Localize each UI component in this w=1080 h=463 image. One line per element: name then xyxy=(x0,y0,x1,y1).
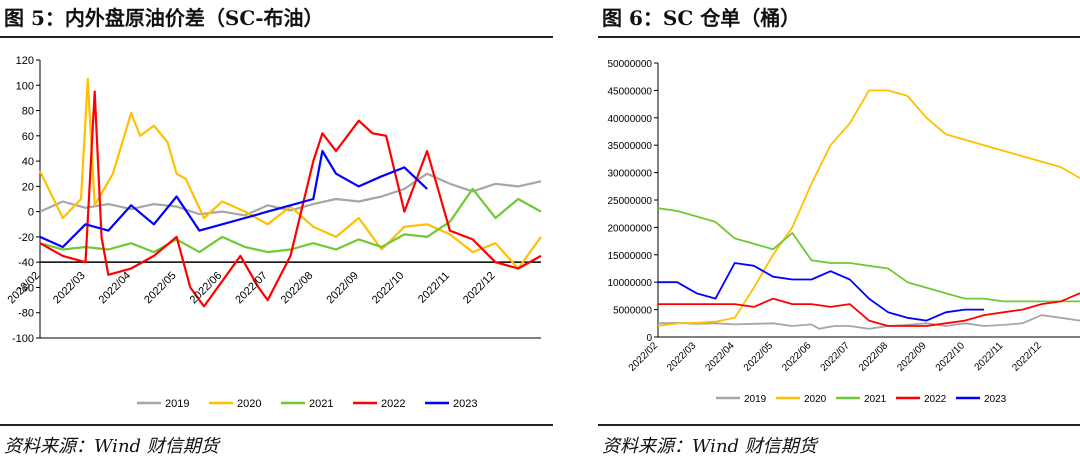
legend-label-2022: 2022 xyxy=(381,398,405,410)
y-tick-label: 10000000 xyxy=(608,278,653,289)
series-line-2021 xyxy=(39,187,542,254)
series-line-2019 xyxy=(657,314,1080,330)
y-tick-label: 40000000 xyxy=(608,114,653,125)
y-tick-label: 40 xyxy=(22,156,34,168)
figure-6-title: 图 6：SC 仓单（桶） xyxy=(602,6,801,30)
series-line-2022 xyxy=(39,90,542,308)
y-tick-label: 60 xyxy=(22,131,34,143)
y-tick-label: -100 xyxy=(12,333,34,345)
legend-label-2021: 2021 xyxy=(309,398,333,410)
legend-label-2022: 2022 xyxy=(924,394,947,405)
y-tick-label: 0 xyxy=(28,207,34,219)
x-tick-label: 2022/11 xyxy=(416,270,452,306)
legend-label-2021: 2021 xyxy=(864,394,887,405)
x-tick-label: 2022/10 xyxy=(934,340,968,374)
x-tick-label: 2022/08 xyxy=(857,340,891,374)
y-tick-label: -60 xyxy=(18,282,34,294)
series-line-2020 xyxy=(39,77,542,270)
figure-6-top-rule xyxy=(598,36,1080,38)
x-tick-label: 2022/06 xyxy=(780,340,814,374)
x-tick-label: 2022/08 xyxy=(279,270,316,307)
x-tick-label: 2022/05 xyxy=(142,270,179,307)
legend-label-2023: 2023 xyxy=(453,398,477,410)
figure-6-chart: 5000000045000000400000003500000030000000… xyxy=(608,59,1080,405)
y-tick-label: -80 xyxy=(18,308,34,320)
series-line-2019 xyxy=(39,172,542,217)
figure-5-panel: 图 5：内外盘原油价差（SC-布油） 120 100 80 60 40 20 0 -20 -40… xyxy=(0,6,553,457)
y-tick-label: 15000000 xyxy=(608,251,653,262)
figure-6-source: 资料来源：Wind 财信期货 xyxy=(602,436,817,457)
figure-5-source: 资料来源：Wind 财信期货 xyxy=(4,436,219,457)
figure-6-panel: 图 6：SC 仓单（桶） 50000000 45000000 40000000 350… xyxy=(598,0,1080,463)
x-tick-label: 2022/05 xyxy=(742,340,776,374)
x-tick-label: 2022/04 xyxy=(97,270,134,307)
legend-label-2023: 2023 xyxy=(984,394,1007,405)
x-tick-label: 2022/12 xyxy=(461,270,498,307)
y-tick-label: 20 xyxy=(22,181,34,193)
legend-label-2020: 2020 xyxy=(804,394,827,405)
figure-5-title: 图 5：内外盘原油价差（SC-布油） xyxy=(4,6,324,30)
y-tick-label: 80 xyxy=(22,106,34,118)
series-line-2022 xyxy=(658,292,1080,327)
x-tick-label: 2022/03 xyxy=(51,270,88,307)
y-tick-label: 0 xyxy=(646,333,652,344)
y-tick-label: 120 xyxy=(16,55,34,67)
y-tick-label: 30000000 xyxy=(608,169,653,180)
series-line-2020 xyxy=(657,89,1080,327)
figure-5-bottom-rule xyxy=(0,424,553,426)
figure-5-top-rule xyxy=(0,36,553,38)
legend-label-2019: 2019 xyxy=(744,394,767,405)
series-line-2023 xyxy=(39,149,428,249)
x-tick-label: 2022/09 xyxy=(895,340,929,374)
x-tick-label: 2022/02 xyxy=(627,340,661,374)
legend-label-2020: 2020 xyxy=(237,398,261,410)
y-tick-label: -40 xyxy=(18,257,34,269)
y-tick-label: 50000000 xyxy=(608,59,653,70)
x-tick-label: 2022/10 xyxy=(370,270,407,307)
y-tick-label: -20 xyxy=(18,232,34,244)
series-line-2023 xyxy=(658,262,985,322)
y-tick-label: 20000000 xyxy=(608,223,653,234)
x-tick-label: 2022/12 xyxy=(1010,340,1044,374)
figure-6-bottom-rule xyxy=(598,424,1080,426)
x-tick-label: 2022/09 xyxy=(324,270,361,307)
y-tick-label: 25000000 xyxy=(608,196,653,207)
y-tick-label: 5000000 xyxy=(613,306,652,317)
y-tick-label: 100 xyxy=(16,80,34,92)
x-tick-label: 2022/04 xyxy=(704,340,738,374)
y-tick-label: 45000000 xyxy=(608,86,653,97)
series-line-2021 xyxy=(657,207,1080,303)
legend-label-2019: 2019 xyxy=(165,398,189,410)
x-tick-label: 2022/11 xyxy=(973,340,1006,373)
y-tick-label: 35000000 xyxy=(608,141,653,152)
x-tick-label: 2022/07 xyxy=(819,340,853,374)
x-tick-label: 2022/03 xyxy=(665,340,699,374)
x-tick-label: 2022/06 xyxy=(188,270,225,307)
